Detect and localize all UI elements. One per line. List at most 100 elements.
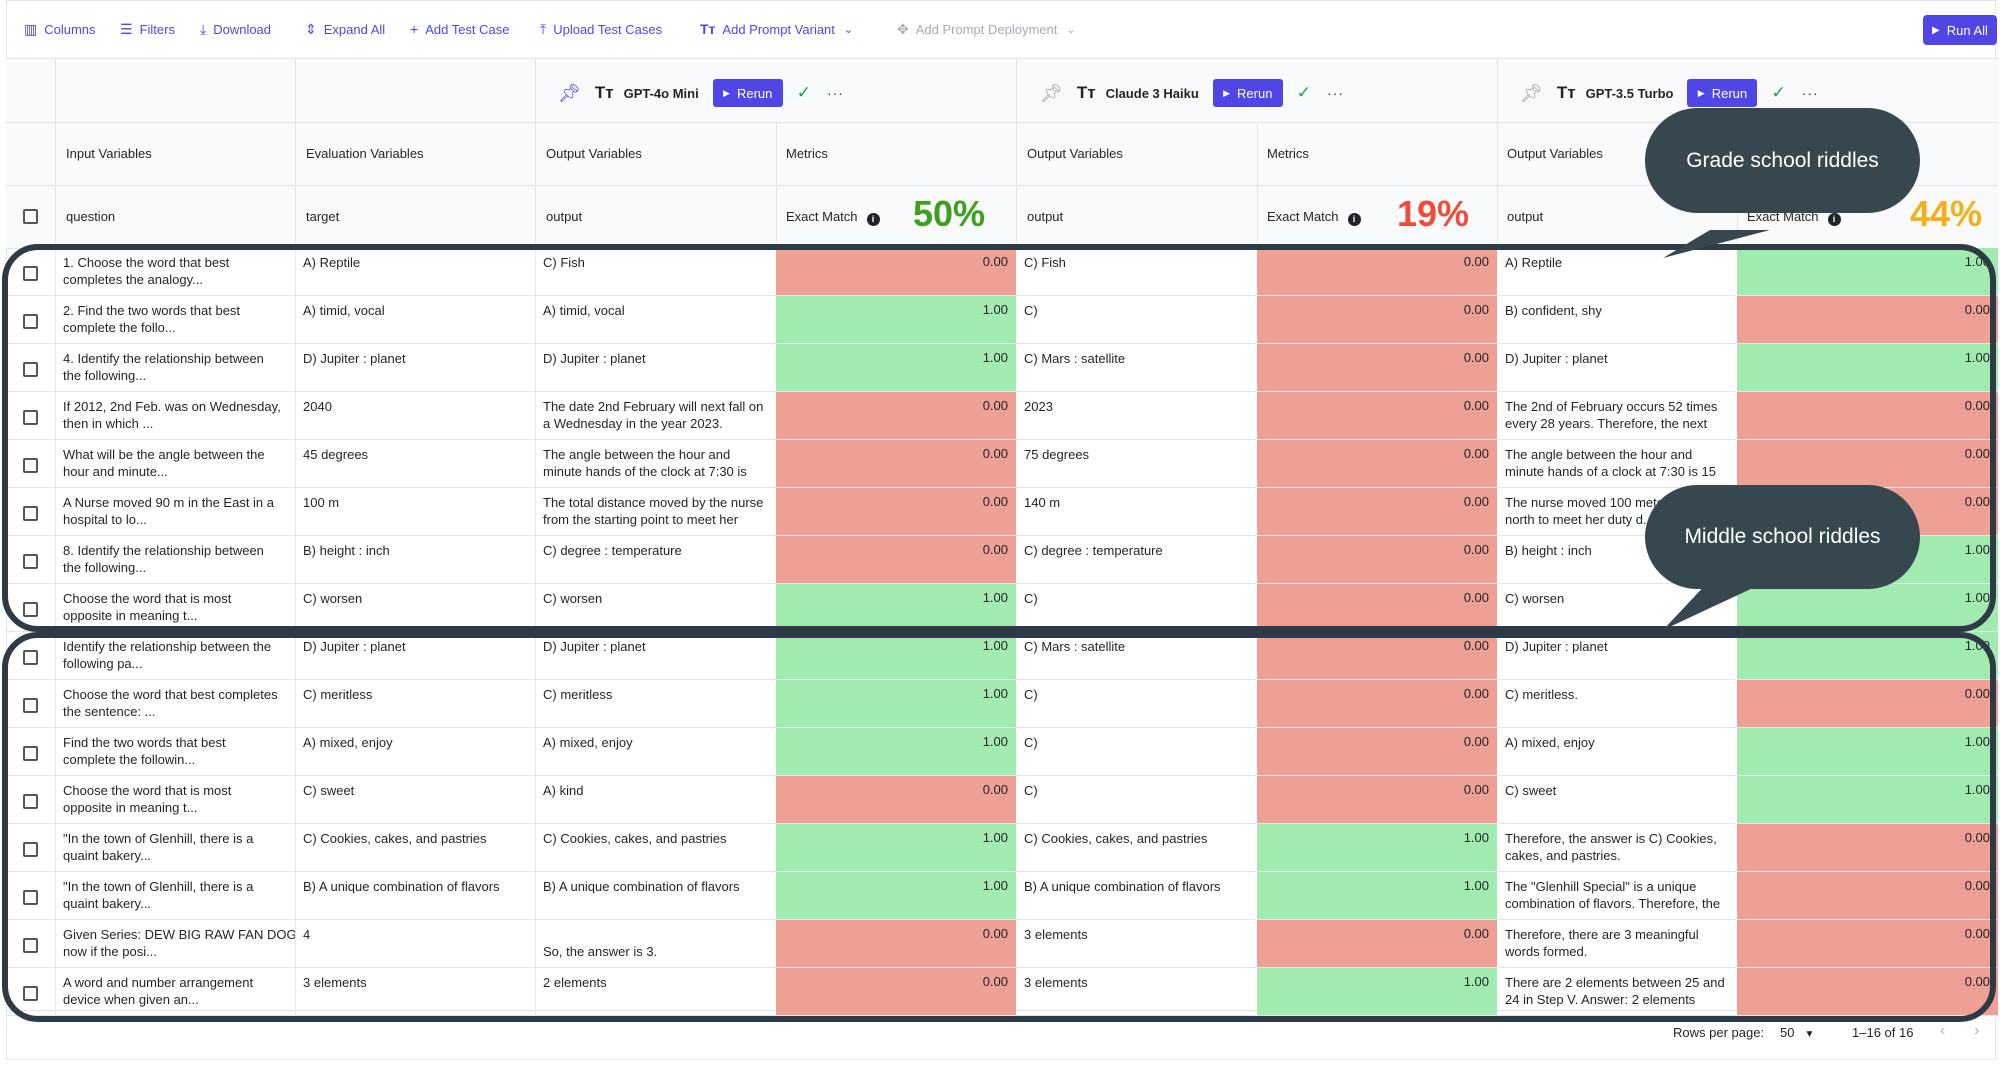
output-cell[interactable]: The date 2nd February will next fall on a… [535,398,776,438]
output-cell[interactable]: Therefore, the answer is C) Cookies, cake… [1497,830,1737,870]
output-cell[interactable]: The angle between the hour and minute han… [535,446,776,486]
target-cell[interactable]: C) sweet [295,782,535,822]
row-checkbox[interactable] [23,362,38,377]
column-question[interactable]: question [66,209,116,224]
column-output[interactable]: output [546,209,583,224]
output-cell[interactable]: C) Mars : satellite [1016,638,1257,678]
column-output[interactable]: output [1027,209,1064,224]
output-cell[interactable]: A) mixed, enjoy [535,734,776,774]
add-prompt-deployment-button[interactable]: ✥ Add Prompt Deployment ⌄ [897,20,1076,37]
more-icon[interactable]: ··· [826,85,844,101]
row-checkbox[interactable] [23,938,38,953]
output-cell[interactable]: The total distance moved by the nurse fro… [535,494,776,534]
rows-per-page-select[interactable]: 50 ▼ [1780,1025,1815,1040]
output-cell[interactable]: C) meritless [535,686,776,726]
output-cell[interactable]: A) Reptile [1497,254,1737,294]
columns-button[interactable]: ▥ Columns [24,20,96,37]
output-cell[interactable]: There are 2 elements between 25 and 24 in… [1497,974,1737,1014]
info-icon[interactable]: i [1827,213,1841,226]
output-cell[interactable]: C) Cookies, cakes, and pastries [1016,830,1257,870]
row-checkbox[interactable] [23,842,38,857]
output-cell[interactable]: B) A unique combination of flavors [1016,878,1257,918]
output-cell[interactable]: D) Jupiter : planet [1497,638,1737,678]
target-cell[interactable]: 3 elements [295,974,535,1014]
table-row[interactable]: Given Series: DEW BIG RAW FAN DOG, now if… [0,920,2000,968]
table-row[interactable]: Choose the word that is most opposite in … [0,584,2000,632]
column-output[interactable]: output [1507,209,1544,224]
question-cell[interactable]: What will be the angle between the hour a… [55,446,295,486]
output-cell[interactable]: Therefore, there are 3 meaningful words f… [1497,926,1737,966]
question-cell[interactable]: 1. Choose the word that best completes th… [55,254,295,294]
table-row[interactable]: What will be the angle between the hour a… [0,440,2000,488]
question-cell[interactable]: Given Series: DEW BIG RAW FAN DOG, now if… [55,926,295,966]
target-cell[interactable]: 100 m [295,494,535,534]
pin-icon[interactable]: 📌︎ [1040,82,1063,103]
download-button[interactable]: ⤓ Download [200,20,272,37]
question-cell[interactable]: Choose the word that is most opposite in … [55,782,295,822]
target-cell[interactable]: 45 degrees [295,446,535,486]
target-cell[interactable]: A) timid, vocal [295,302,535,342]
output-cell[interactable]: The angle between the hour and minute han… [1497,446,1737,486]
table-row[interactable]: Choose the word that is most opposite in … [0,776,2000,824]
output-cell[interactable]: C) meritless. [1497,686,1737,726]
next-page-icon[interactable]: › [1974,1022,1980,1039]
add-prompt-variant-button[interactable]: Tт Add Prompt Variant ⌄ [700,21,854,37]
output-cell[interactable]: 2023 [1016,398,1257,438]
output-cell[interactable]: 2 elements [535,974,776,1014]
output-cell[interactable]: C) Fish [535,254,776,294]
rerun-button[interactable]: ▶ Rerun [712,79,783,107]
table-row[interactable]: A word and number arrangement device when… [0,968,2000,1016]
target-cell[interactable]: A) mixed, enjoy [295,734,535,774]
output-cell[interactable]: D) Jupiter : planet [535,350,776,390]
table-row[interactable]: "In the town of Glenhill, there is a quai… [0,872,2000,920]
row-checkbox[interactable] [23,506,38,521]
target-cell[interactable]: A) Reptile [295,254,535,294]
output-cell[interactable]: C) worsen [1497,590,1737,630]
info-icon[interactable]: i [1347,213,1361,226]
question-cell[interactable]: Find the two words that best complete the… [55,734,295,774]
question-cell[interactable]: "In the town of Glenhill, there is a quai… [55,878,295,918]
table-row[interactable]: Choose the word that best completes the s… [0,680,2000,728]
info-icon[interactable]: i [866,213,880,226]
row-checkbox[interactable] [23,554,38,569]
output-cell[interactable]: C) Cookies, cakes, and pastries [535,830,776,870]
check-icon[interactable]: ✓ [1296,83,1312,102]
add-test-case-button[interactable]: + Add Test Case [410,21,510,37]
question-cell[interactable]: A word and number arrangement device when… [55,974,295,1014]
output-cell[interactable]: C) [1016,590,1257,630]
expand-all-button[interactable]: ⇕ Expand All [305,20,386,37]
target-cell[interactable]: C) meritless [295,686,535,726]
row-checkbox[interactable] [23,890,38,905]
target-cell[interactable]: C) worsen [295,590,535,630]
output-cell[interactable]: 140 m [1016,494,1257,534]
output-cell[interactable]: B) A unique combination of flavors [535,878,776,918]
output-cell[interactable]: C) degree : temperature [535,542,776,582]
output-cell[interactable]: 3 elements [1016,974,1257,1014]
row-checkbox[interactable] [23,314,38,329]
select-all-checkbox[interactable] [23,209,38,224]
target-cell[interactable]: D) Jupiter : planet [295,350,535,390]
target-cell[interactable]: D) Jupiter : planet [295,638,535,678]
output-cell[interactable]: C) [1016,734,1257,774]
question-cell[interactable]: Choose the word that best completes the s… [55,686,295,726]
row-checkbox[interactable] [23,698,38,713]
pin-icon[interactable]: 📌︎ [1520,82,1543,103]
more-icon[interactable]: ··· [1327,85,1345,101]
run-all-button[interactable]: ▶ Run All [1923,15,1997,45]
output-cell[interactable]: C) sweet [1497,782,1737,822]
output-cell[interactable]: So, the answer is 3. [535,926,776,966]
column-target[interactable]: target [306,209,340,224]
row-checkbox[interactable] [23,794,38,809]
output-cell[interactable]: A) mixed, enjoy [1497,734,1737,774]
output-cell[interactable]: A) timid, vocal [535,302,776,342]
check-icon[interactable]: ✓ [1771,83,1786,102]
pin-icon[interactable]: 📌︎ [558,82,581,103]
table-row[interactable]: "In the town of Glenhill, there is a quai… [0,824,2000,872]
output-cell[interactable]: 3 elements [1016,926,1257,966]
target-cell[interactable]: B) A unique combination of flavors [295,878,535,918]
output-cell[interactable]: 75 degrees [1016,446,1257,486]
column-exact-match[interactable]: Exact Match i [1267,209,1361,226]
more-icon[interactable]: ··· [1801,85,1819,101]
question-cell[interactable]: Identify the relationship between the fol… [55,638,295,678]
rerun-button[interactable]: ▶ Rerun [1687,79,1758,107]
